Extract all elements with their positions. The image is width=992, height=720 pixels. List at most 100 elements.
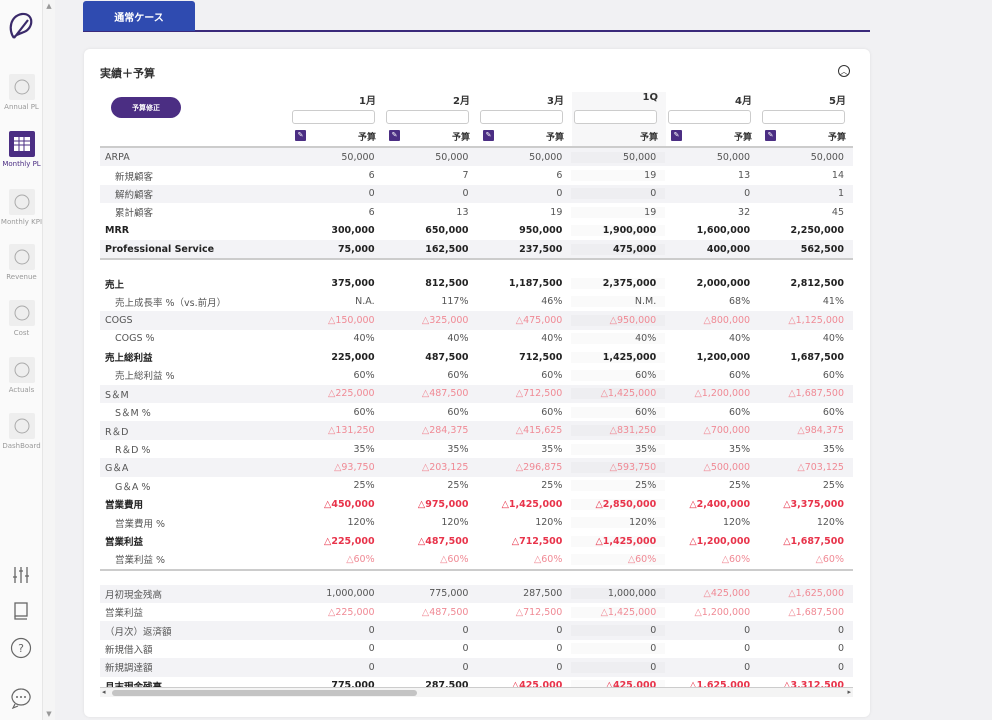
edit-checkbox-icon[interactable]: ✎ xyxy=(765,130,776,141)
cell-value: 225,000 xyxy=(331,351,375,363)
column-header: 4月 ✎ 予算 xyxy=(666,92,760,152)
cell-value: △150,000 xyxy=(328,314,375,326)
cell-value: △1,125,000 xyxy=(788,314,844,326)
gauge-icon xyxy=(8,413,35,439)
cell-value: 487,500 xyxy=(425,351,469,363)
cell-value: 60% xyxy=(729,369,751,381)
cell-value: 0 xyxy=(556,661,563,673)
table-row: 売上総利益 % 60% 60% 60% 60% 60% 60% xyxy=(100,366,853,384)
cell-value: 46% xyxy=(541,296,563,308)
table-row: 売上総利益 225,000 487,500 712,500 1,425,000 1,200… xyxy=(100,348,853,366)
cell-value: △712,500 xyxy=(515,606,563,618)
sidebar-item-label: Annual PL xyxy=(4,103,39,111)
cell-value: △60% xyxy=(440,553,469,565)
tab-normal-case[interactable]: 通常ケース xyxy=(83,1,195,31)
collapse-icon[interactable]: ︿ xyxy=(838,65,850,77)
cell-value: △203,125 xyxy=(421,461,469,473)
column-month: 4月 xyxy=(735,96,752,107)
pl-card: 実績＋予算 ︿ 予算修正 1月 ✎ 予算 2月 ✎ 予算 3月 ✎ 予算 1Q 予算 4月 ✎ 予算 5月 ✎… xyxy=(84,49,870,717)
help-icon[interactable]: ? xyxy=(9,636,33,660)
column-filter-input[interactable] xyxy=(386,110,469,124)
sidebar-item-cost[interactable]: Cost xyxy=(0,300,43,337)
sidebar-item-revenue[interactable]: Revenue xyxy=(0,244,43,281)
sidebar-item-monthly-kpi[interactable]: Monthly KPI xyxy=(0,189,43,226)
row-label: R＆D % xyxy=(115,445,151,457)
book-icon[interactable] xyxy=(9,599,33,623)
table-row: COGS % 40% 40% 40% 40% 40% 40% xyxy=(100,330,853,348)
sidebar-item-label: Monthly PL xyxy=(2,160,41,168)
horizontal-scrollbar[interactable]: ◂ ▸ xyxy=(100,687,853,697)
pl-table: ARPA 50,000 50,000 50,000 50,000 50,000 50,000… xyxy=(100,146,853,695)
cell-value: 0 xyxy=(744,643,751,655)
cell-value: △487,500 xyxy=(417,535,469,547)
cell-value: △700,000 xyxy=(703,425,751,437)
table-row: 新規顧客 6 7 6 19 13 14 xyxy=(100,166,853,184)
cell-value: 0 xyxy=(462,661,469,673)
sidebar-item-monthly-pl[interactable]: Monthly PL xyxy=(0,131,43,168)
table-row: R＆D % 35% 35% 35% 35% 35% 35% xyxy=(100,440,853,458)
card-title: 実績＋予算 xyxy=(100,67,155,80)
edit-checkbox-icon[interactable]: ✎ xyxy=(389,130,400,141)
column-filter-input[interactable] xyxy=(292,110,375,124)
row-label: 売上成長率 %（vs.前月） xyxy=(115,297,227,309)
cell-value: △1,200,000 xyxy=(689,535,751,547)
cell-value: 40% xyxy=(822,333,844,345)
edit-checkbox-icon[interactable]: ✎ xyxy=(671,130,682,141)
cell-value: 45 xyxy=(831,206,844,218)
row-label: 新規借入額 xyxy=(105,644,153,656)
cell-value: 19 xyxy=(550,206,563,218)
column-filter-input[interactable] xyxy=(668,110,751,124)
cell-value: △1,625,000 xyxy=(689,680,751,692)
row-label: ARPA xyxy=(105,151,130,163)
cell-value: 13 xyxy=(456,206,469,218)
cell-value: 19 xyxy=(644,170,657,182)
cell-value: 14 xyxy=(831,170,844,182)
cell-value: 0 xyxy=(837,661,844,673)
cell-value: △425,000 xyxy=(511,680,563,692)
sidebar-item-label: Actuals xyxy=(8,386,35,394)
cell-value: 60% xyxy=(729,406,751,418)
cell-value: 50,000 xyxy=(716,151,751,163)
logo-icon[interactable] xyxy=(6,10,36,42)
cell-value: 0 xyxy=(368,625,375,637)
cell-value: 35% xyxy=(353,443,375,455)
table-section: 月初現金残高 1,000,000 775,000 287,500 1,000,000 △4… xyxy=(100,584,853,695)
sidebar-item-actuals[interactable]: Actuals xyxy=(0,357,43,394)
sliders-icon[interactable] xyxy=(9,563,33,587)
row-label: 営業利益 xyxy=(105,608,144,620)
row-label: 営業費用 xyxy=(105,500,144,512)
sidebar-item-dashboard[interactable]: DashBoard xyxy=(0,413,43,450)
cell-value: 25% xyxy=(353,480,375,492)
svg-text:?: ? xyxy=(18,642,24,655)
budget-edit-button[interactable]: 予算修正 xyxy=(111,97,181,118)
cell-value: 2,000,000 xyxy=(696,278,751,290)
cell-value: 50,000 xyxy=(810,151,844,163)
table-section: 売上 375,000 812,500 1,187,500 2,375,000 2,000,… xyxy=(100,274,853,568)
cell-value: △703,125 xyxy=(797,461,844,473)
edit-checkbox-icon[interactable]: ✎ xyxy=(295,130,306,141)
cell-value: △712,500 xyxy=(515,388,563,400)
cell-value: 120% xyxy=(347,517,375,529)
scroll-right-icon[interactable]: ▸ xyxy=(847,688,851,696)
scroll-left-icon[interactable]: ◂ xyxy=(102,688,106,696)
cell-value: △487,500 xyxy=(421,606,469,618)
sidebar-item-annual-pl[interactable]: Annual PL xyxy=(0,74,43,111)
scroll-thumb[interactable] xyxy=(112,690,417,696)
sidebar-scrollbar[interactable]: ▲ ▼ xyxy=(43,0,55,720)
row-label: 営業利益 xyxy=(105,537,144,548)
edit-checkbox-icon[interactable]: ✎ xyxy=(483,130,494,141)
cell-value: △225,000 xyxy=(328,606,375,618)
column-budget-label: 予算 xyxy=(545,133,564,143)
chat-icon[interactable] xyxy=(9,686,33,710)
cell-value: 35% xyxy=(729,443,751,455)
cell-value: △60% xyxy=(815,553,844,565)
cell-value: △1,425,000 xyxy=(600,606,657,618)
table-row: 累計顧客 6 13 19 19 32 45 xyxy=(100,203,853,221)
column-filter-input[interactable] xyxy=(480,110,563,124)
column-budget-label: 予算 xyxy=(639,133,658,143)
cell-value: 7 xyxy=(462,170,469,182)
column-filter-input[interactable] xyxy=(762,110,845,124)
cell-value: 950,000 xyxy=(519,225,563,237)
cell-value: △284,375 xyxy=(421,425,469,437)
column-filter-input[interactable] xyxy=(574,110,657,124)
